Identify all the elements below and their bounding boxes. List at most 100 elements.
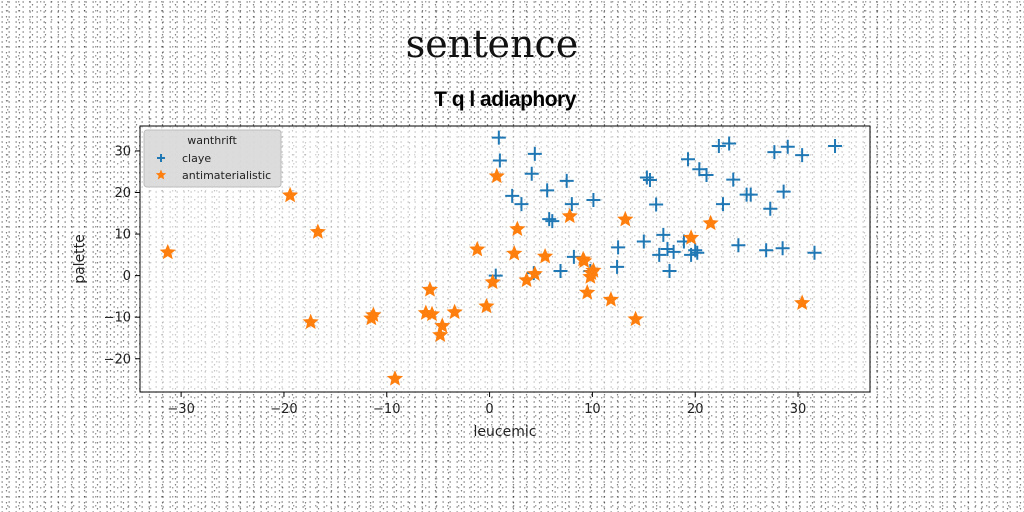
point-claye — [639, 170, 654, 185]
point-claye — [726, 172, 741, 187]
point-claye — [553, 264, 568, 279]
point-antimaterialistic — [617, 211, 634, 227]
x-tick-label: −30 — [167, 402, 194, 417]
point-claye — [652, 247, 667, 262]
point-antimaterialistic — [602, 291, 619, 307]
point-claye — [642, 173, 657, 188]
point-antimaterialistic — [627, 310, 644, 327]
point-claye — [662, 264, 677, 279]
point-claye — [699, 168, 714, 183]
point-antimaterialistic — [434, 317, 451, 333]
point-claye — [542, 212, 557, 227]
x-tick-label: −20 — [270, 402, 297, 417]
y-axis-ticks: −20 −10 0 10 20 30 — [104, 144, 140, 367]
point-claye — [763, 201, 778, 216]
point-claye — [688, 243, 703, 258]
chart-title: T q l adiaphory — [434, 88, 576, 111]
y-axis-label: palette — [72, 234, 88, 284]
point-claye — [690, 245, 705, 260]
point-claye — [715, 197, 730, 212]
legend-box — [143, 129, 282, 188]
x-axis-ticks: −30 −20 −10 0 10 20 30 — [167, 392, 806, 417]
point-claye — [492, 153, 507, 168]
x-tick-label: −10 — [373, 402, 400, 417]
point-claye — [514, 197, 529, 212]
point-antimaterialistic — [506, 245, 523, 261]
legend-marker-claye — [157, 154, 165, 162]
point-claye — [767, 145, 782, 160]
point-antimaterialistic — [423, 305, 441, 322]
x-tick-label: 0 — [485, 402, 493, 417]
point-antimaterialistic — [302, 313, 319, 330]
point-antimaterialistic — [518, 271, 535, 288]
point-antimaterialistic — [488, 167, 505, 184]
chart-marks — [159, 130, 843, 386]
legend-label-claye: claye — [182, 152, 211, 165]
legend-title: wanthrift — [187, 134, 237, 147]
point-claye — [491, 130, 506, 145]
legend-marker-antimaterialistic — [155, 169, 167, 180]
point-antimaterialistic — [159, 243, 176, 260]
point-claye — [828, 138, 843, 153]
point-antimaterialistic — [309, 223, 326, 239]
plot-frame — [139, 125, 871, 393]
point-antimaterialistic — [579, 284, 596, 300]
point-claye — [540, 183, 555, 198]
y-tick-label: 30 — [114, 144, 131, 159]
point-claye — [759, 243, 774, 258]
point-claye — [524, 166, 539, 181]
point-claye — [656, 227, 671, 242]
point-antimaterialistic — [583, 264, 600, 281]
point-claye — [666, 244, 681, 259]
point-antimaterialistic — [363, 309, 380, 326]
legend-label-antimaterialistic: antimaterialistic — [182, 169, 271, 182]
x-tick-label: 30 — [790, 402, 807, 417]
legend-markers — [155, 154, 167, 180]
point-claye — [692, 162, 707, 177]
point-claye — [743, 187, 758, 202]
point-claye — [722, 136, 737, 151]
y-tick-label: −20 — [104, 352, 131, 367]
point-claye — [660, 242, 675, 257]
point-claye — [505, 188, 520, 203]
point-claye — [807, 245, 822, 260]
point-antimaterialistic — [386, 370, 404, 386]
point-antimaterialistic — [794, 294, 811, 310]
y-tick-label: −10 — [104, 311, 131, 326]
point-claye — [711, 138, 726, 153]
x-axis-label: leucemic — [474, 424, 537, 440]
point-antimaterialistic — [469, 240, 486, 257]
point-claye — [795, 148, 810, 163]
point-claye — [527, 146, 542, 161]
point-claye — [611, 240, 626, 255]
figure-suptitle: sentence — [405, 22, 579, 66]
x-tick-label: 20 — [687, 402, 704, 417]
y-tick-label: 0 — [123, 269, 131, 284]
point-antimaterialistic — [446, 303, 463, 320]
point-claye — [564, 197, 579, 212]
point-claye — [586, 192, 601, 207]
point-antimaterialistic — [526, 265, 543, 281]
point-antimaterialistic — [575, 250, 592, 267]
point-claye — [610, 259, 625, 274]
point-claye — [775, 241, 790, 256]
y-tick-label: 10 — [114, 228, 131, 243]
point-claye — [776, 184, 791, 199]
point-claye — [636, 234, 651, 249]
x-tick-label: 10 — [584, 402, 601, 417]
point-claye — [780, 139, 795, 154]
y-tick-label: 20 — [114, 186, 131, 201]
point-antimaterialistic — [432, 326, 449, 342]
point-claye — [731, 238, 746, 253]
point-claye — [649, 197, 664, 212]
point-claye — [559, 173, 574, 188]
point-antimaterialistic — [683, 229, 700, 245]
point-antimaterialistic — [421, 281, 439, 297]
legend: wanthrift claye antimaterialistic — [143, 129, 282, 188]
point-antimaterialistic — [282, 186, 299, 203]
point-antimaterialistic — [509, 220, 526, 236]
point-antimaterialistic — [702, 214, 719, 231]
point-claye — [681, 152, 696, 167]
point-antimaterialistic — [537, 248, 554, 264]
